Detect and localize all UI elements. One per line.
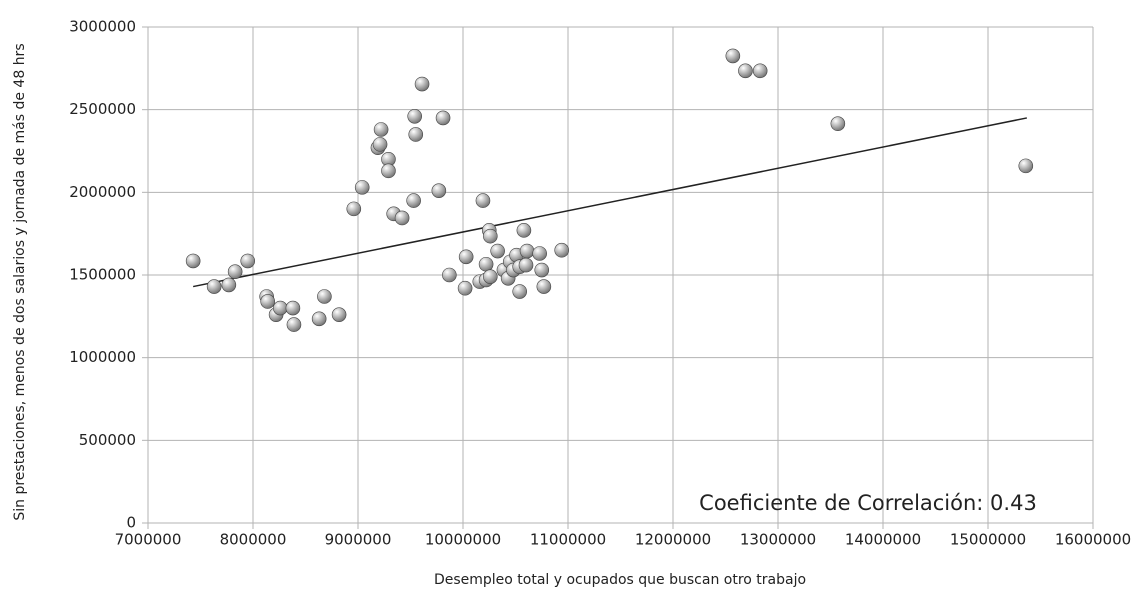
- x-tick-label: 13000000: [740, 531, 816, 549]
- point: [407, 108, 423, 124]
- point: [346, 201, 362, 217]
- point: [435, 110, 451, 126]
- x-tick-label: 16000000: [1055, 531, 1131, 549]
- point: [311, 311, 327, 327]
- point: [458, 249, 474, 265]
- point: [512, 284, 528, 299]
- point: [206, 279, 222, 294]
- point: [431, 183, 447, 198]
- point: [554, 242, 570, 258]
- trendline: [193, 117, 1027, 288]
- y-tick-label: 3000000: [69, 18, 136, 36]
- point: [240, 253, 256, 269]
- point: [317, 289, 332, 304]
- y-tick-label: 2000000: [69, 183, 136, 201]
- y-tick-label: 1500000: [69, 266, 136, 284]
- point: [372, 137, 388, 152]
- point: [221, 277, 237, 293]
- x-axis-title: Desempleo total y ocupados que buscan ot…: [434, 572, 806, 588]
- point: [260, 294, 276, 309]
- point: [394, 210, 410, 226]
- point: [1018, 158, 1034, 174]
- y-tick-label: 500000: [79, 431, 136, 449]
- x-tick-label: 15000000: [950, 531, 1026, 549]
- point: [414, 76, 430, 92]
- x-tick-label: 14000000: [845, 531, 921, 549]
- point: [478, 256, 494, 272]
- point: [518, 257, 534, 273]
- point: [482, 228, 498, 244]
- point: [331, 307, 347, 322]
- point: [272, 300, 288, 316]
- x-tick-label: 10000000: [425, 531, 501, 549]
- point: [442, 267, 457, 283]
- x-tick-label: 12000000: [635, 531, 711, 549]
- point: [516, 223, 532, 238]
- point: [227, 264, 243, 279]
- point: [185, 253, 201, 269]
- point: [738, 63, 753, 79]
- point: [830, 116, 846, 132]
- annotation: Coeficiente de Correlación: 0.43: [699, 491, 1037, 515]
- point: [354, 180, 370, 195]
- point: [408, 127, 424, 142]
- point: [482, 269, 498, 284]
- point: [519, 243, 535, 259]
- x-tick-label: 8000000: [220, 531, 287, 549]
- y-axis-title: Sin prestaciones, menos de dos salarios …: [12, 43, 28, 520]
- point: [536, 279, 552, 294]
- point: [381, 163, 396, 179]
- point: [373, 122, 389, 137]
- point: [285, 300, 301, 316]
- point: [725, 48, 741, 64]
- point: [475, 193, 491, 208]
- y-tick-label: 2500000: [69, 100, 136, 118]
- point: [457, 280, 473, 296]
- x-tick-label: 9000000: [325, 531, 392, 549]
- x-tick-label: 7000000: [115, 531, 182, 549]
- y-tick-label: 1000000: [69, 348, 136, 366]
- point: [752, 63, 768, 79]
- point: [490, 243, 505, 259]
- point: [406, 193, 421, 208]
- x-tick-label: 11000000: [530, 531, 606, 549]
- y-tick-label: 0: [126, 514, 136, 532]
- point: [532, 246, 547, 261]
- point: [286, 317, 302, 332]
- point: [534, 262, 550, 278]
